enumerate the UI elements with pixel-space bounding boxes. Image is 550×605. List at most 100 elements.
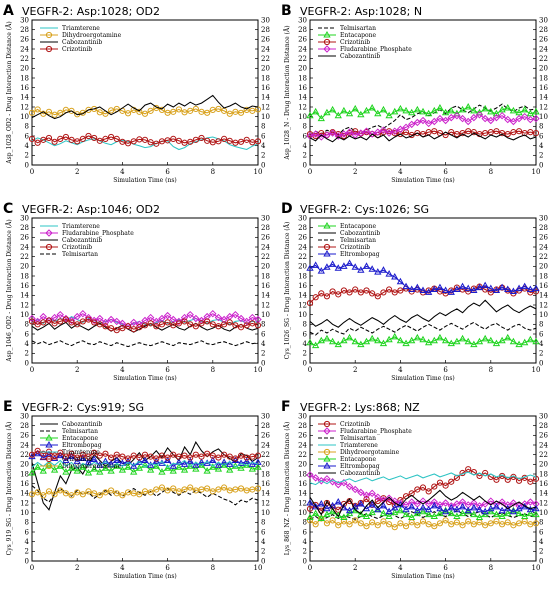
- x-axis-label: Simulation Time (ns): [391, 573, 455, 580]
- data-point: [402, 339, 410, 347]
- data-point: [391, 503, 399, 511]
- data-point: [453, 505, 461, 513]
- y-tick-label-right: 4: [261, 142, 266, 150]
- data-point: [107, 315, 115, 324]
- data-point: [380, 289, 387, 296]
- y-tick-label-right: 2: [539, 152, 543, 160]
- panel-letter: B: [281, 3, 292, 19]
- data-point: [419, 116, 427, 125]
- data-point: [504, 519, 511, 526]
- data-point: [424, 505, 433, 513]
- data-point: [226, 137, 233, 144]
- panel-title: VEGFR-2: Asp:1046; OD2: [22, 203, 160, 216]
- data-point: [108, 487, 115, 494]
- y-tick-label-left: 6: [303, 330, 308, 338]
- data-point: [90, 465, 98, 472]
- y-tick-label-right: 16: [261, 84, 270, 92]
- data-point: [402, 282, 410, 290]
- data-point: [487, 504, 495, 512]
- data-point: [124, 463, 132, 470]
- y-tick-label-left: 22: [298, 451, 307, 459]
- y-tick-label-right: 30: [261, 214, 270, 222]
- data-point: [402, 129, 410, 136]
- data-point: [499, 130, 506, 137]
- y-tick-label-left: 28: [298, 26, 307, 34]
- y-tick-label-right: 26: [539, 234, 548, 242]
- data-point: [226, 319, 233, 326]
- legend-label: Eltrombopag: [340, 463, 380, 470]
- data-point: [175, 453, 182, 460]
- data-point: [504, 501, 512, 509]
- data-point: [163, 464, 172, 471]
- y-tick-label-left: 4: [303, 142, 308, 150]
- y-tick-label-left: 28: [20, 224, 29, 232]
- data-point: [311, 509, 320, 517]
- data-point: [515, 340, 523, 348]
- y-tick-label-right: 4: [539, 538, 544, 546]
- data-point: [186, 310, 194, 319]
- data-point: [249, 320, 256, 327]
- legend-label: Cabozantinib: [62, 421, 102, 428]
- series-entacapone: [28, 461, 262, 476]
- data-point: [391, 107, 399, 115]
- y-tick-label-right: 6: [539, 330, 544, 338]
- x-tick-label: 0: [308, 366, 312, 374]
- data-point: [351, 337, 359, 345]
- data-point: [498, 498, 506, 506]
- data-point: [329, 517, 336, 524]
- y-tick-label-left: 16: [298, 480, 307, 488]
- data-point: [397, 287, 404, 294]
- data-point: [158, 468, 166, 475]
- y-tick-label-left: 26: [298, 234, 307, 242]
- data-point: [249, 453, 256, 460]
- data-point: [408, 108, 416, 116]
- data-point: [425, 488, 432, 495]
- data-point: [68, 450, 75, 457]
- y-tick-label-right: 8: [539, 519, 543, 527]
- data-point: [204, 318, 211, 325]
- y-tick-label-right: 10: [261, 509, 270, 517]
- data-point: [464, 284, 472, 292]
- data-point: [482, 522, 489, 529]
- data-point: [357, 510, 365, 518]
- x-tick-label: 2: [75, 366, 79, 374]
- data-point: [510, 129, 517, 136]
- data-point: [96, 321, 103, 328]
- x-tick-label: 8: [211, 564, 215, 572]
- data-point: [113, 462, 121, 469]
- legend-label: Eltrombopag: [62, 442, 102, 449]
- legend: TriamtereneDihydroergotamineCabozantinib…: [40, 25, 122, 53]
- plot-frame: [309, 19, 537, 166]
- x-tick-label: 4: [120, 366, 125, 374]
- data-point: [492, 502, 501, 510]
- data-point: [91, 134, 98, 142]
- x-tick-label: 6: [443, 366, 448, 374]
- data-point: [430, 117, 439, 126]
- y-tick-label-left: 6: [303, 132, 308, 140]
- y-tick-label-right: 20: [261, 65, 270, 73]
- data-point: [147, 320, 154, 327]
- legend-label: Cabozantinib: [62, 237, 102, 244]
- data-point: [203, 467, 211, 474]
- x-tick-label: 0: [30, 168, 34, 176]
- y-tick-label-left: 8: [303, 321, 307, 329]
- y-tick-label-left: 24: [298, 45, 307, 53]
- data-point: [113, 451, 120, 458]
- data-point: [458, 114, 467, 123]
- data-point: [465, 128, 472, 135]
- y-tick-label-left: 4: [303, 340, 308, 348]
- data-point: [175, 488, 182, 495]
- series-line: [309, 489, 537, 518]
- series-line: [31, 459, 259, 469]
- data-point: [396, 125, 405, 133]
- data-point: [424, 119, 433, 128]
- x-tick-label: 2: [75, 168, 79, 176]
- data-point: [413, 118, 422, 127]
- data-point: [113, 317, 121, 326]
- y-tick-label-right: 4: [261, 538, 266, 546]
- data-point: [509, 287, 518, 294]
- legend-marker: [45, 45, 53, 53]
- data-point: [108, 325, 115, 332]
- data-point: [187, 484, 194, 491]
